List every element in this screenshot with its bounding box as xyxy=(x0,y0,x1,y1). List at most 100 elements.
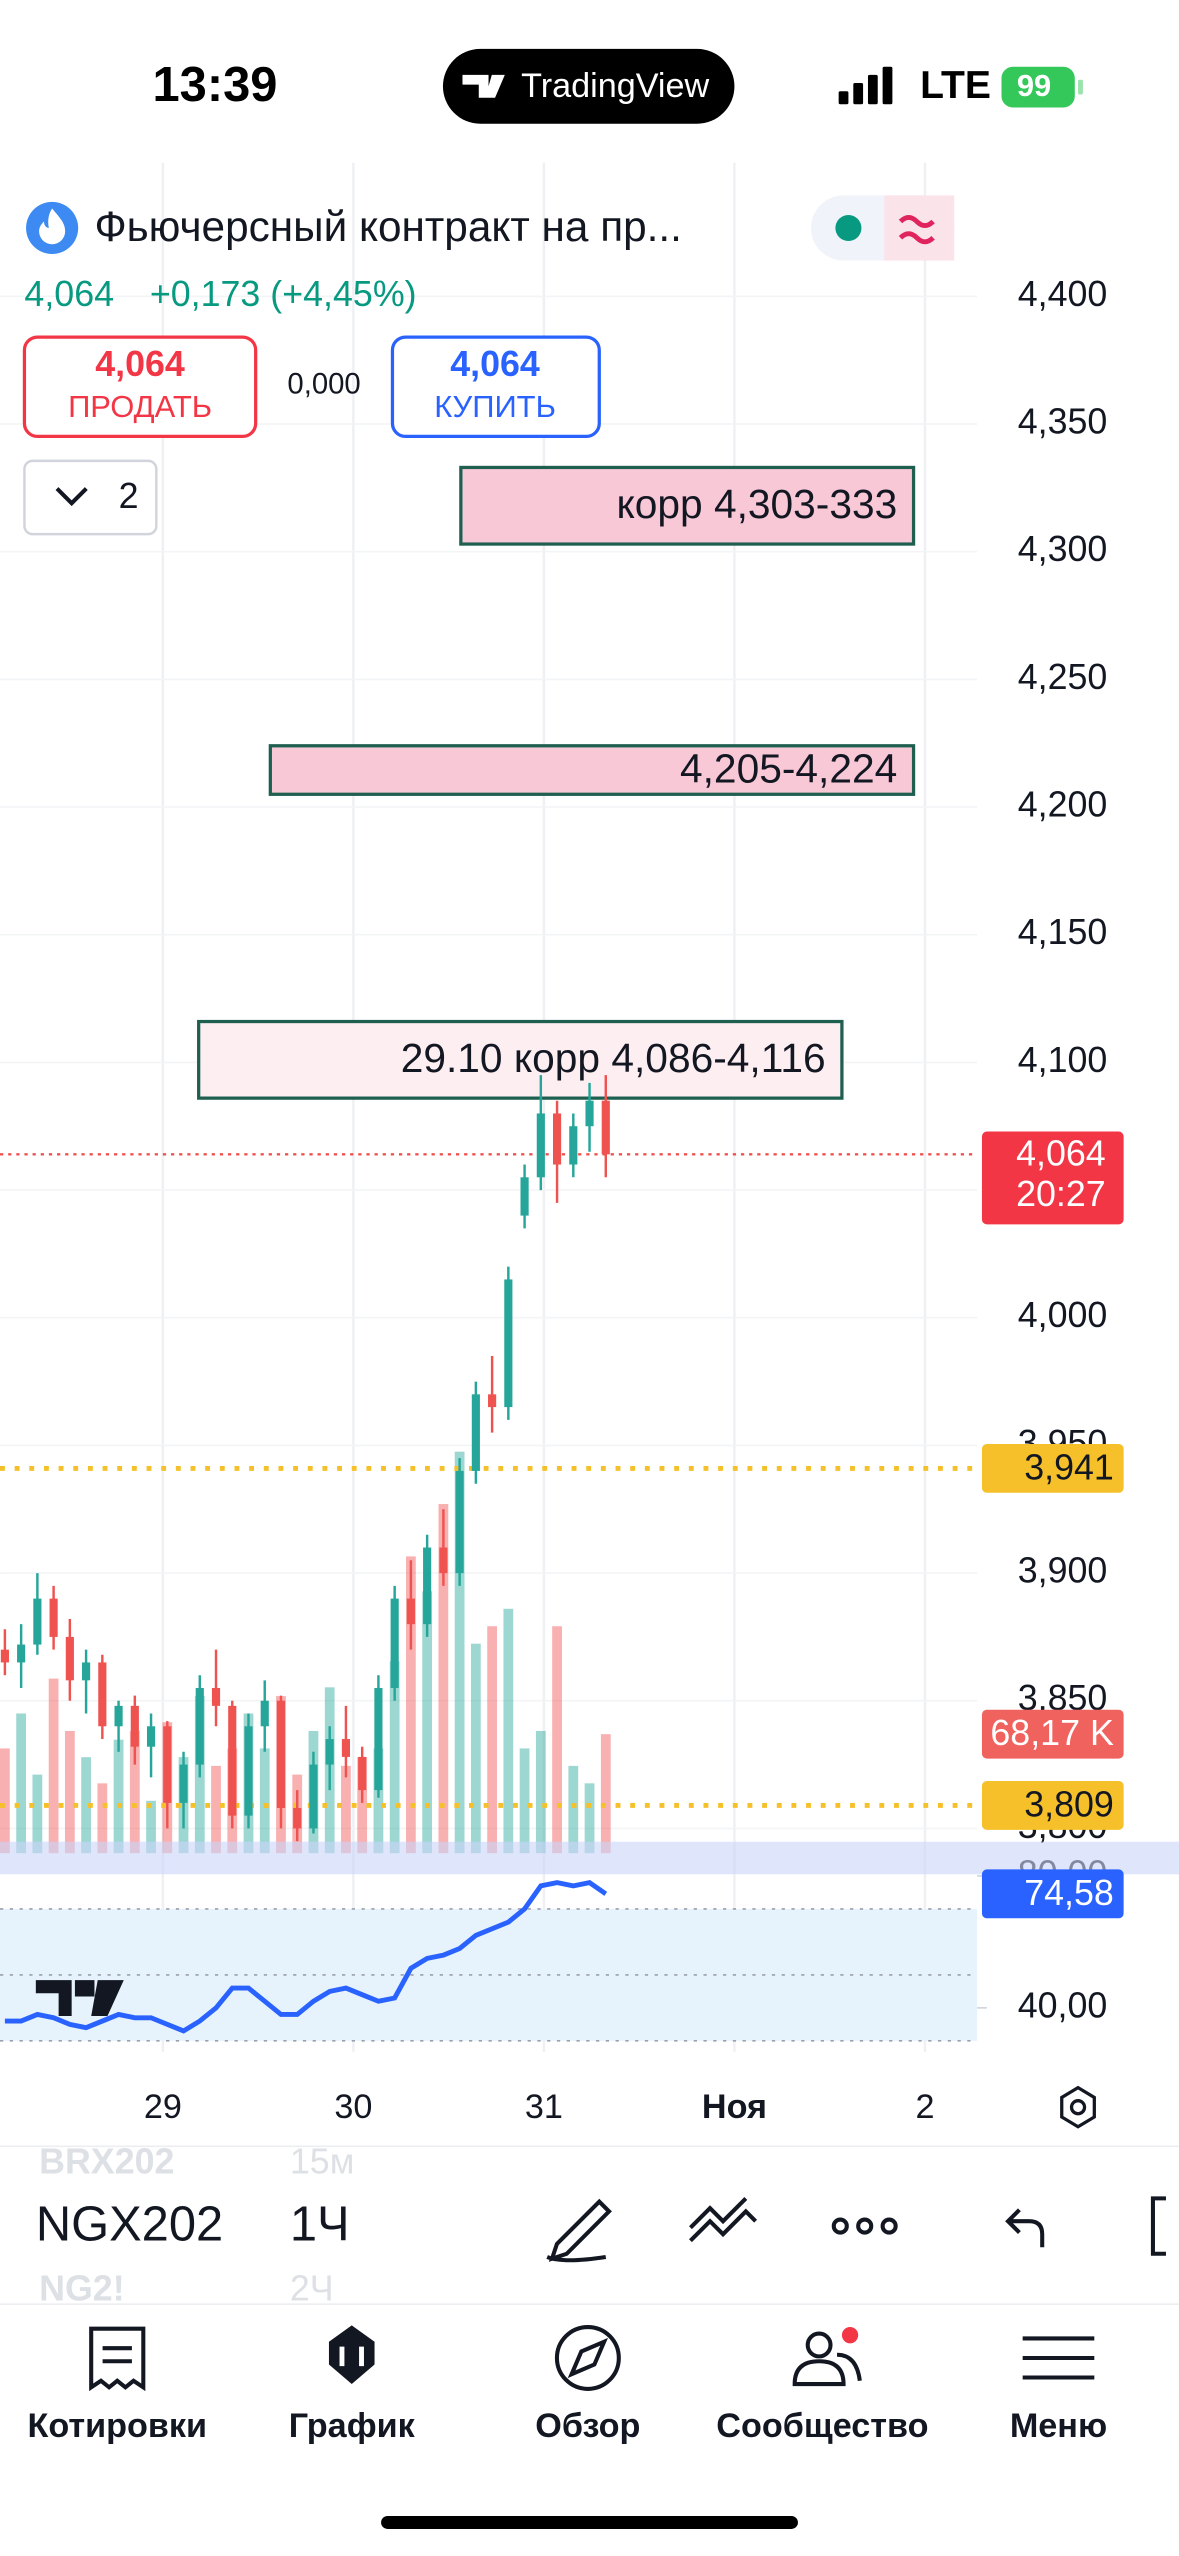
level-tag xyxy=(981,1781,1124,1830)
volume-bar xyxy=(357,1757,368,1854)
y-tick-label: 4,350 xyxy=(1018,402,1108,442)
candle-body xyxy=(423,1547,432,1625)
volume-bar xyxy=(259,1748,270,1854)
volume-bar xyxy=(568,1765,579,1854)
rsi-tag-label: 74,58 xyxy=(1024,1873,1114,1913)
candle-body xyxy=(488,1394,497,1408)
volume-bar xyxy=(487,1626,497,1854)
level-tag-label: 3,809 xyxy=(1024,1785,1114,1825)
rsi-line xyxy=(4,1879,608,2034)
header-change: +0,173 (+4,45%) xyxy=(150,274,417,314)
prev-interval[interactable]: 15м xyxy=(290,2142,354,2182)
volume-bar xyxy=(0,1748,10,1854)
x-tick-label: 2 xyxy=(915,2088,934,2126)
nav-menu-icon[interactable] xyxy=(1022,2336,1095,2380)
settings-icon-dot xyxy=(1069,2099,1087,2116)
lines-icon[interactable] xyxy=(689,2196,758,2243)
volume-tag xyxy=(981,1709,1124,1759)
app-pill[interactable] xyxy=(442,48,735,124)
nav-label[interactable]: Обзор xyxy=(535,2407,640,2445)
candle-body xyxy=(536,1113,545,1178)
next-symbol[interactable]: NG2! xyxy=(39,2269,125,2309)
symbol[interactable]: NGX202 xyxy=(36,2198,223,2252)
notification-dot xyxy=(841,2327,859,2344)
annotation-box[interactable] xyxy=(197,1019,844,1100)
chevron-icon xyxy=(55,487,88,507)
volume-bar xyxy=(470,1643,481,1854)
volume-bar xyxy=(32,1774,43,1854)
annotation-box[interactable] xyxy=(268,744,916,796)
volume-bar xyxy=(422,1591,433,1854)
app-name: TradingView xyxy=(521,67,709,105)
sell-label: ПРОДАТЬ xyxy=(68,389,212,424)
status-pill-right xyxy=(884,195,955,261)
sell-price: 4,064 xyxy=(95,344,185,384)
settings-icon[interactable] xyxy=(1060,2085,1096,2129)
candle-body xyxy=(569,1126,578,1165)
candle-body xyxy=(17,1644,26,1663)
plot-layer xyxy=(0,1075,978,2042)
nav-overview-icon[interactable] xyxy=(554,2325,621,2391)
volume-bar xyxy=(389,1661,400,1854)
nav-chart-icon[interactable] xyxy=(328,2325,375,2385)
buy-label: КУПИТЬ xyxy=(434,389,556,424)
x-tick-label: 31 xyxy=(525,2088,563,2126)
nav-label[interactable]: Сообщество xyxy=(716,2407,928,2445)
buy-price: 4,064 xyxy=(450,344,540,384)
annotation-box[interactable] xyxy=(459,465,916,546)
y-tick-label: 4,150 xyxy=(1018,912,1108,952)
indicators-toggle[interactable] xyxy=(23,459,158,536)
candle-body xyxy=(585,1100,594,1127)
network: LTE xyxy=(920,64,991,107)
annotation-layer: корр 4,303-333 4,205-4,224 29.10 корр 4,08… xyxy=(197,465,916,1100)
volume-bar xyxy=(454,1451,465,1854)
nav-label[interactable]: График xyxy=(289,2407,416,2445)
rsi-tick-label: 40,00 xyxy=(1018,1985,1108,2025)
level-tag xyxy=(981,1443,1124,1493)
candle-body xyxy=(374,1687,383,1791)
prev-symbol[interactable]: BRX202 xyxy=(39,2142,174,2182)
delay-icon xyxy=(898,214,935,245)
next-interval[interactable]: 2Ч xyxy=(290,2269,334,2309)
nav-overview-needle xyxy=(567,2337,609,2379)
nav-quotes-icon[interactable] xyxy=(89,2326,146,2392)
candle-body xyxy=(49,1598,58,1637)
volume-bar xyxy=(552,1626,562,1854)
candle-body xyxy=(65,1636,74,1681)
volume-bar xyxy=(406,1556,416,1854)
rsi-highlight xyxy=(0,1841,1179,1875)
undo-icon[interactable] xyxy=(1005,2208,1045,2248)
battery xyxy=(1001,66,1075,108)
level-tag-label: 3,941 xyxy=(1024,1447,1114,1487)
interval[interactable]: 1Ч xyxy=(290,2198,350,2252)
candle-body xyxy=(179,1764,188,1803)
x-tick-label: 29 xyxy=(144,2088,182,2126)
nav-label[interactable]: Меню xyxy=(1010,2407,1107,2445)
spread: 0,000 xyxy=(287,368,360,401)
draw-icon[interactable] xyxy=(546,2198,612,2263)
candle-body xyxy=(98,1662,107,1727)
buy-button[interactable] xyxy=(390,335,601,439)
volume-bar xyxy=(438,1504,449,1854)
volume-bar xyxy=(97,1783,108,1854)
tv-watermark xyxy=(35,1980,124,2017)
indicators-count: 2 xyxy=(119,476,139,516)
sell-button[interactable] xyxy=(22,335,258,439)
volume-bar xyxy=(81,1757,91,1854)
volume-bar xyxy=(113,1739,124,1854)
candle-body xyxy=(146,1726,156,1747)
candle-body xyxy=(471,1394,480,1471)
candle-body xyxy=(552,1113,562,1165)
axis-layer: 4,4004,3504,3004,2504,2004,1504,1004,050… xyxy=(0,274,1179,2126)
candle-body xyxy=(390,1598,399,1688)
more-icon[interactable] xyxy=(831,2217,898,2235)
candle-body xyxy=(244,1726,253,1816)
volume-bar xyxy=(373,1748,384,1854)
nav-label[interactable]: Котировки xyxy=(27,2407,207,2445)
nav-community-icon[interactable] xyxy=(805,2331,833,2359)
candle-body xyxy=(309,1764,318,1829)
fullscreen-icon[interactable] xyxy=(1150,2196,1166,2256)
rsi-tag xyxy=(981,1869,1124,1919)
candle-body xyxy=(211,1687,221,1706)
